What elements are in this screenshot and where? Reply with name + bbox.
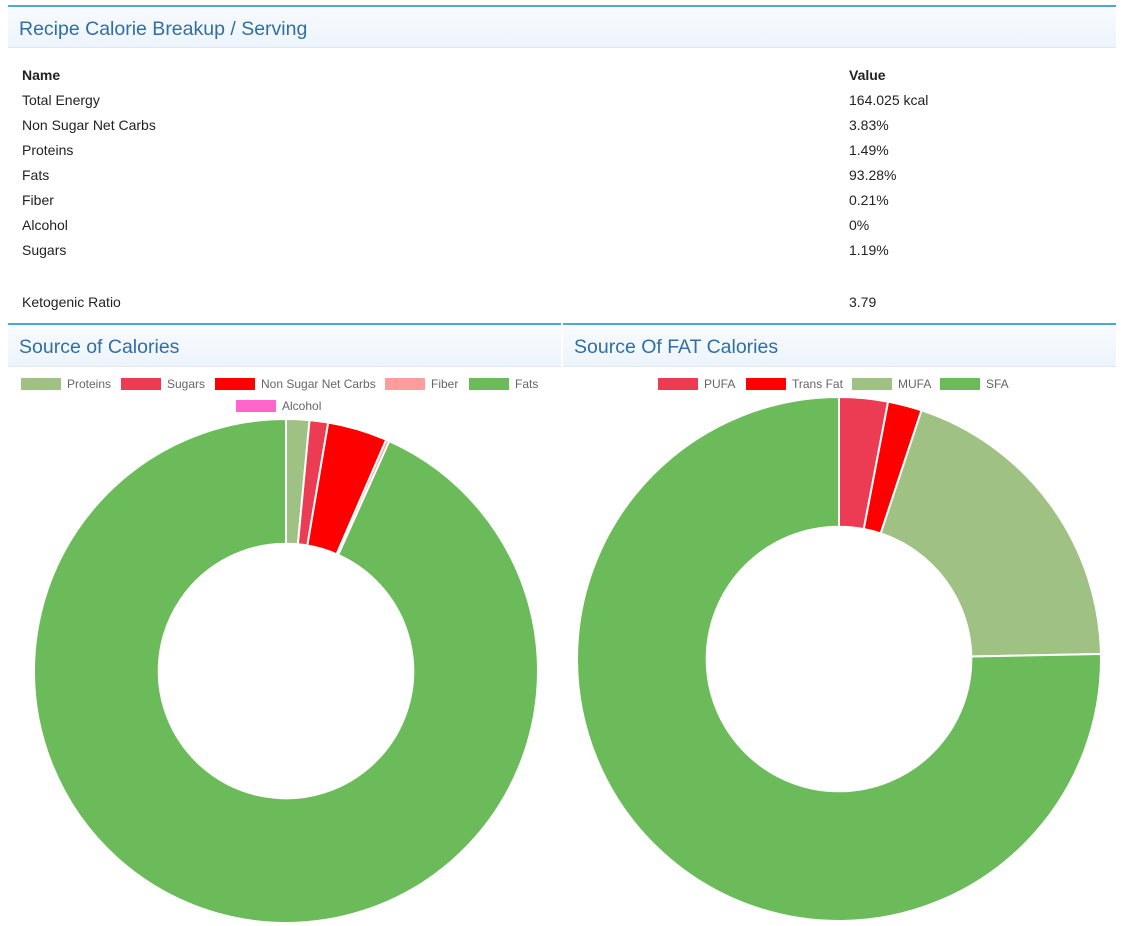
table-header-row: Name Value — [22, 63, 1022, 88]
table-row: Proteins 1.49% — [22, 138, 1022, 163]
legend-label: Fiber — [431, 377, 459, 391]
row-name: Proteins — [22, 142, 74, 158]
row-value: 1.49% — [849, 142, 889, 158]
row-value: 0.21% — [849, 192, 889, 208]
table-row: Fiber 0.21% — [22, 188, 1022, 213]
legend-label: Trans Fat — [792, 377, 843, 391]
row-name: Non Sugar Net Carbs — [22, 117, 156, 133]
row-value: 3.79 — [849, 294, 877, 310]
row-name: Sugars — [22, 242, 67, 258]
row-value: 3.83% — [849, 117, 889, 133]
legend-swatch — [21, 378, 61, 390]
panel-title: Recipe Calorie Breakup / Serving — [8, 7, 1116, 48]
chart-legend: PUFA Trans Fat MUFA SFA — [563, 325, 1116, 425]
row-value: 164.025 kcal — [849, 92, 929, 108]
row-name: Fiber — [22, 192, 54, 208]
slice-sfa[interactable] — [576, 395, 1102, 922]
chart-legend: Proteins Sugars Non Sugar Net Carbs Fiber Fa… — [8, 325, 561, 425]
legend-swatch — [746, 378, 786, 390]
legend-swatch — [469, 378, 509, 390]
legend-label: Proteins — [67, 377, 112, 391]
row-value: 0% — [849, 217, 870, 233]
legend-swatch — [236, 400, 276, 412]
row-name: Alcohol — [22, 217, 68, 233]
legend-swatch — [940, 378, 980, 390]
slice-mufa[interactable] — [879, 409, 1102, 658]
legend-swatch — [658, 378, 698, 390]
table-row: Non Sugar Net Carbs 3.83% — [22, 113, 1022, 138]
calories-donut-chart — [33, 417, 539, 924]
table-row: Fats 93.28% — [22, 163, 1022, 188]
calorie-breakup-panel: Recipe Calorie Breakup / Serving Name Va… — [8, 5, 1116, 321]
legend-label: SFA — [986, 377, 1009, 391]
legend-swatch — [852, 378, 892, 390]
legend-label: Sugars — [167, 377, 206, 391]
row-name: Ketogenic Ratio — [22, 294, 121, 310]
table-row: Alcohol 0% — [22, 213, 1022, 238]
ketogenic-ratio-row: Ketogenic Ratio 3.79 — [22, 290, 1022, 315]
column-header-name: Name — [22, 67, 61, 83]
legend-swatch — [121, 378, 161, 390]
legend-label: Fats — [515, 377, 539, 391]
table-row: Total Energy 164.025 kcal — [22, 88, 1022, 113]
slice-fats[interactable] — [33, 417, 539, 924]
source-of-fat-calories-panel: Source Of FAT Calories PUFA Trans Fat MUFA… — [563, 323, 1116, 925]
legend-swatch — [215, 378, 255, 390]
row-name: Fats — [22, 167, 50, 183]
legend-label: Alcohol — [282, 399, 322, 413]
fat-calories-donut-chart — [576, 395, 1102, 922]
chart-title: Source of Calories — [8, 325, 561, 367]
row-value: 1.19% — [849, 242, 889, 258]
column-header-value: Value — [849, 67, 886, 83]
legend-label: MUFA — [898, 377, 932, 391]
row-value: 93.28% — [849, 167, 897, 183]
legend-swatch — [385, 378, 425, 390]
source-of-calories-panel: Source of Calories Proteins Sugars Non Sug… — [8, 323, 561, 925]
table-row: Sugars 1.19% — [22, 238, 1022, 263]
row-name: Total Energy — [22, 92, 100, 108]
chart-title: Source Of FAT Calories — [563, 325, 1116, 367]
legend-label: Non Sugar Net Carbs — [261, 377, 376, 391]
legend-label: PUFA — [704, 377, 736, 391]
